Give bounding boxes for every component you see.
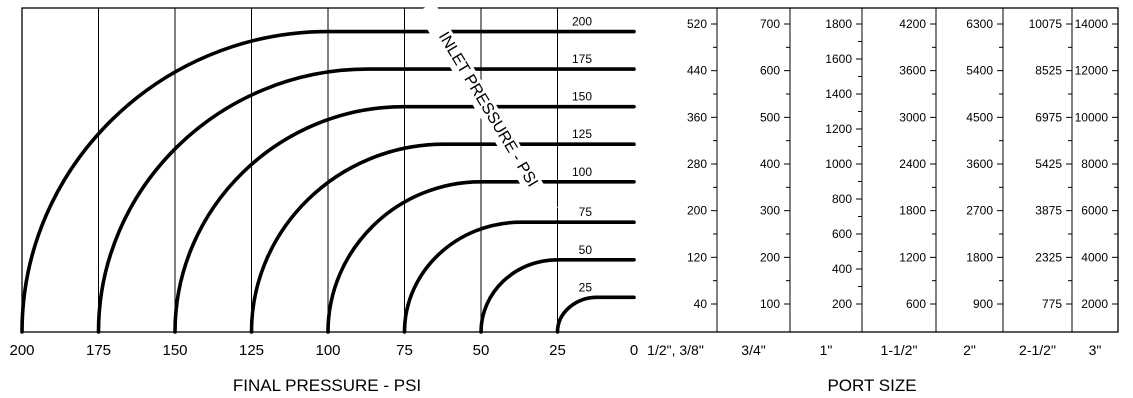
flow-tick-label: 2700 bbox=[966, 204, 993, 218]
x-tick-label: 150 bbox=[162, 342, 187, 359]
flow-tick-label: 600 bbox=[832, 227, 852, 241]
inlet-label-backdrop bbox=[417, 1, 558, 218]
chart-frame bbox=[21, 7, 1119, 333]
curve-inlet-50 bbox=[479, 257, 636, 334]
curve-inlet-150 bbox=[173, 104, 636, 334]
curve-inlet-175 bbox=[96, 67, 636, 334]
flow-tick-label: 6975 bbox=[1035, 110, 1062, 124]
flow-tick-label: 1200 bbox=[825, 122, 852, 136]
flow-tick-label: 12000 bbox=[1075, 64, 1109, 78]
curve-label-175: 175 bbox=[572, 52, 592, 66]
flow-tick-label: 10075 bbox=[1029, 17, 1063, 31]
curve-inlet-75 bbox=[402, 220, 636, 334]
flow-tick-label: 10000 bbox=[1075, 110, 1109, 124]
flow-scales: 520 440 360 280 200 120 40 700 600 500 400 300 200 10… bbox=[687, 17, 1118, 311]
flow-tick-label: 8000 bbox=[1081, 157, 1108, 171]
x-tick-label: 0 bbox=[630, 342, 638, 359]
port-size-label: 2-1/2" bbox=[1019, 342, 1056, 358]
flow-tick-label: 200 bbox=[760, 250, 780, 264]
curve-label-100: 100 bbox=[572, 165, 592, 179]
flow-tick-label: 3875 bbox=[1035, 204, 1062, 218]
x-tick-label: 100 bbox=[315, 342, 340, 359]
chart-text: 200 175 150 125 100 75 50 25 0200175150125100755… bbox=[9, 15, 1101, 359]
x-axis-title: FINAL PRESSURE - PSI bbox=[233, 376, 421, 395]
flow-tick-label: 2400 bbox=[899, 157, 926, 171]
flow-tick-label: 8525 bbox=[1035, 64, 1062, 78]
flow-tick-label: 3600 bbox=[899, 64, 926, 78]
flow-tick-label: 200 bbox=[687, 204, 707, 218]
flow-tick-label: 400 bbox=[832, 262, 852, 276]
curve-label-25: 25 bbox=[579, 280, 593, 294]
x-tick-label: 175 bbox=[86, 342, 111, 359]
flow-tick-label: 3000 bbox=[899, 110, 926, 124]
port-size-label: 2" bbox=[963, 342, 976, 358]
port-size-label: 3/4" bbox=[741, 342, 765, 358]
flow-tick-label: 1200 bbox=[899, 250, 926, 264]
flow-tick-label: 40 bbox=[694, 297, 708, 311]
curve-label-150: 150 bbox=[572, 90, 592, 104]
x-tick-label: 50 bbox=[473, 342, 490, 359]
port-size-label: 3" bbox=[1089, 342, 1102, 358]
chart-grid bbox=[21, 7, 1119, 333]
flow-tick-label: 100 bbox=[760, 297, 780, 311]
x-tick-label: 200 bbox=[9, 342, 34, 359]
flow-tick-label: 500 bbox=[760, 110, 780, 124]
port-size-label: 1" bbox=[820, 342, 833, 358]
flow-tick-label: 360 bbox=[687, 110, 707, 124]
flow-tick-label: 3600 bbox=[966, 157, 993, 171]
flow-tick-label: 600 bbox=[760, 64, 780, 78]
flow-tick-label: 775 bbox=[1042, 297, 1062, 311]
flow-tick-label: 4500 bbox=[966, 110, 993, 124]
flow-tick-label: 120 bbox=[687, 250, 707, 264]
x-tick-label: 125 bbox=[239, 342, 264, 359]
curve-label-75: 75 bbox=[579, 205, 593, 219]
curve-label-125: 125 bbox=[572, 127, 592, 141]
flow-tick-label: 520 bbox=[687, 17, 707, 31]
flow-tick-label: 6000 bbox=[1081, 204, 1108, 218]
flow-tick-label: 2325 bbox=[1035, 250, 1062, 264]
port-size-label: 1-1/2" bbox=[881, 342, 918, 358]
x-tick-label: 75 bbox=[396, 342, 413, 359]
curve-inlet-125 bbox=[249, 142, 636, 334]
flow-tick-label: 400 bbox=[760, 157, 780, 171]
port-size-axis-title: PORT SIZE bbox=[827, 376, 916, 395]
flow-tick-label: 14000 bbox=[1075, 17, 1109, 31]
flow-tick-label: 5425 bbox=[1035, 157, 1062, 171]
flow-tick-label: 1600 bbox=[825, 52, 852, 66]
curve-label-50: 50 bbox=[579, 243, 593, 257]
flow-tick-label: 1800 bbox=[825, 17, 852, 31]
chart-curves bbox=[20, 1, 636, 334]
flow-tick-label: 200 bbox=[832, 297, 852, 311]
flow-tick-label: 300 bbox=[760, 204, 780, 218]
flow-tick-label: 1800 bbox=[899, 204, 926, 218]
flow-tick-label: 6300 bbox=[966, 17, 993, 31]
flow-tick-label: 2000 bbox=[1081, 297, 1108, 311]
flow-tick-label: 440 bbox=[687, 64, 707, 78]
curve-inlet-25 bbox=[555, 295, 636, 334]
flow-tick-label: 1000 bbox=[825, 157, 852, 171]
flow-tick-label: 900 bbox=[973, 297, 993, 311]
flow-tick-label: 700 bbox=[760, 17, 780, 31]
curve-label-200: 200 bbox=[572, 15, 592, 29]
inlet-pressure-label: INLET PRESSURE - PSI bbox=[435, 29, 541, 190]
flow-tick-label: 280 bbox=[687, 157, 707, 171]
curve-inlet-200 bbox=[20, 29, 636, 334]
x-tick-label: 25 bbox=[549, 342, 566, 359]
flow-tick-label: 4200 bbox=[899, 17, 926, 31]
curve-inlet-100 bbox=[326, 179, 636, 334]
flow-tick-label: 1400 bbox=[825, 87, 852, 101]
flow-tick-label: 1800 bbox=[966, 250, 993, 264]
flow-tick-label: 4000 bbox=[1081, 250, 1108, 264]
flow-tick-label: 5400 bbox=[966, 64, 993, 78]
flow-tick-label: 800 bbox=[832, 192, 852, 206]
flow-tick-label: 600 bbox=[906, 297, 926, 311]
port-size-label: 1/2", 3/8" bbox=[647, 342, 704, 358]
